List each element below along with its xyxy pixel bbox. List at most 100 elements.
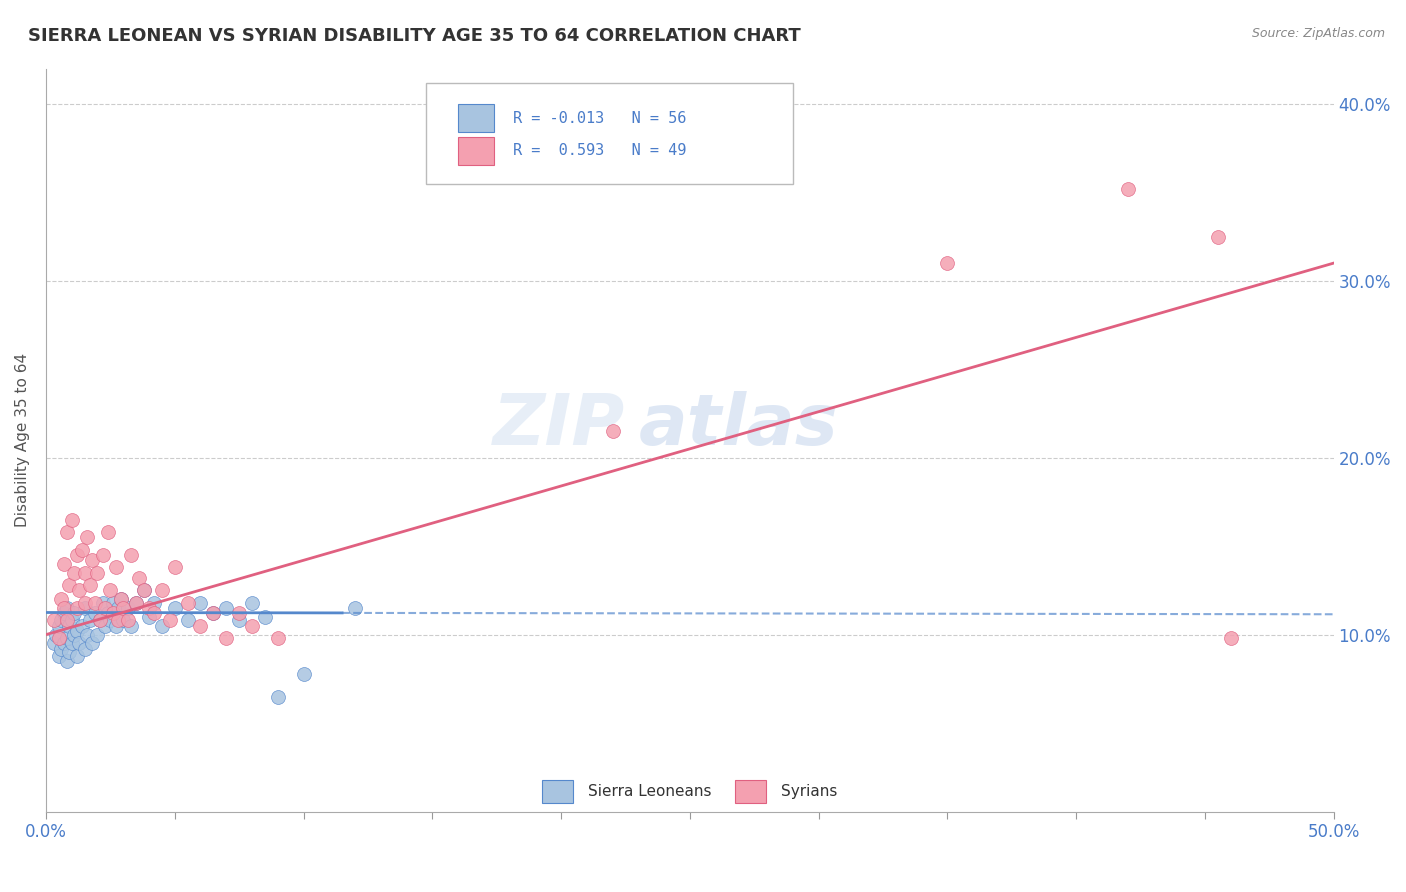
Point bbox=[112, 614, 135, 628]
Point bbox=[86, 627, 108, 641]
Point bbox=[1116, 182, 1139, 196]
Text: Syrians: Syrians bbox=[782, 784, 838, 799]
Point bbox=[66, 648, 89, 663]
Point bbox=[253, 610, 276, 624]
Point bbox=[110, 592, 132, 607]
Bar bbox=[541, 780, 572, 803]
Point bbox=[73, 596, 96, 610]
FancyBboxPatch shape bbox=[426, 83, 793, 184]
Point bbox=[55, 524, 77, 539]
Point bbox=[138, 610, 160, 624]
Text: atlas: atlas bbox=[638, 391, 838, 459]
Point bbox=[107, 601, 129, 615]
Point bbox=[76, 627, 98, 641]
Point bbox=[86, 566, 108, 580]
Point bbox=[132, 583, 155, 598]
Point bbox=[58, 619, 80, 633]
Point bbox=[94, 619, 117, 633]
Point bbox=[98, 583, 121, 598]
Point bbox=[66, 548, 89, 562]
Text: R =  0.593   N = 49: R = 0.593 N = 49 bbox=[513, 144, 686, 159]
Point bbox=[94, 601, 117, 615]
Point bbox=[97, 524, 120, 539]
Point bbox=[602, 424, 624, 438]
Point bbox=[70, 619, 93, 633]
Point bbox=[202, 607, 225, 621]
Point bbox=[73, 566, 96, 580]
Point bbox=[292, 666, 315, 681]
Point bbox=[48, 648, 70, 663]
Point bbox=[97, 607, 120, 621]
Point bbox=[176, 614, 198, 628]
Bar bbox=[458, 136, 494, 165]
Point bbox=[83, 607, 105, 621]
Bar bbox=[458, 104, 494, 132]
Point bbox=[79, 578, 101, 592]
Y-axis label: Disability Age 35 to 64: Disability Age 35 to 64 bbox=[15, 353, 30, 527]
Point bbox=[60, 513, 83, 527]
Point bbox=[66, 624, 89, 638]
Point bbox=[60, 636, 83, 650]
Point bbox=[82, 553, 104, 567]
Point bbox=[63, 607, 86, 621]
Point bbox=[104, 619, 127, 633]
Point bbox=[91, 548, 114, 562]
Point bbox=[228, 614, 250, 628]
Point bbox=[73, 641, 96, 656]
Point bbox=[48, 619, 70, 633]
Point bbox=[125, 596, 148, 610]
Point bbox=[53, 636, 76, 650]
Point bbox=[107, 614, 129, 628]
Point bbox=[53, 601, 76, 615]
Point bbox=[150, 583, 173, 598]
Point bbox=[51, 592, 73, 607]
Point bbox=[267, 631, 290, 645]
Point bbox=[267, 690, 290, 704]
Text: Sierra Leoneans: Sierra Leoneans bbox=[588, 784, 711, 799]
Point bbox=[66, 601, 89, 615]
Point bbox=[42, 614, 65, 628]
Point bbox=[89, 614, 111, 628]
Point bbox=[190, 619, 212, 633]
Point bbox=[69, 583, 91, 598]
Point bbox=[98, 614, 121, 628]
Point bbox=[117, 614, 139, 628]
Point bbox=[120, 548, 142, 562]
Point bbox=[104, 560, 127, 574]
Text: Source: ZipAtlas.com: Source: ZipAtlas.com bbox=[1251, 27, 1385, 40]
Point bbox=[51, 614, 73, 628]
Point bbox=[150, 619, 173, 633]
Point bbox=[110, 592, 132, 607]
Text: SIERRA LEONEAN VS SYRIAN DISABILITY AGE 35 TO 64 CORRELATION CHART: SIERRA LEONEAN VS SYRIAN DISABILITY AGE … bbox=[28, 27, 801, 45]
Point bbox=[190, 596, 212, 610]
Point bbox=[132, 583, 155, 598]
Text: R = -0.013   N = 56: R = -0.013 N = 56 bbox=[513, 111, 686, 126]
Point bbox=[48, 631, 70, 645]
Point bbox=[215, 601, 238, 615]
Point bbox=[163, 560, 186, 574]
Point bbox=[240, 596, 263, 610]
Point bbox=[1206, 229, 1229, 244]
Point bbox=[228, 607, 250, 621]
Point bbox=[125, 596, 148, 610]
Point bbox=[70, 542, 93, 557]
Point bbox=[143, 607, 166, 621]
Point bbox=[936, 256, 959, 270]
Point bbox=[76, 530, 98, 544]
Point bbox=[143, 596, 166, 610]
Point bbox=[53, 557, 76, 571]
Point bbox=[215, 631, 238, 645]
Point bbox=[58, 578, 80, 592]
Point bbox=[63, 627, 86, 641]
Point bbox=[120, 619, 142, 633]
Point bbox=[55, 601, 77, 615]
Point bbox=[159, 614, 181, 628]
Point bbox=[63, 566, 86, 580]
Point bbox=[55, 654, 77, 668]
Point bbox=[117, 601, 139, 615]
Point bbox=[55, 631, 77, 645]
Point bbox=[1219, 631, 1241, 645]
Point bbox=[83, 596, 105, 610]
Point bbox=[163, 601, 186, 615]
Point bbox=[343, 601, 366, 615]
